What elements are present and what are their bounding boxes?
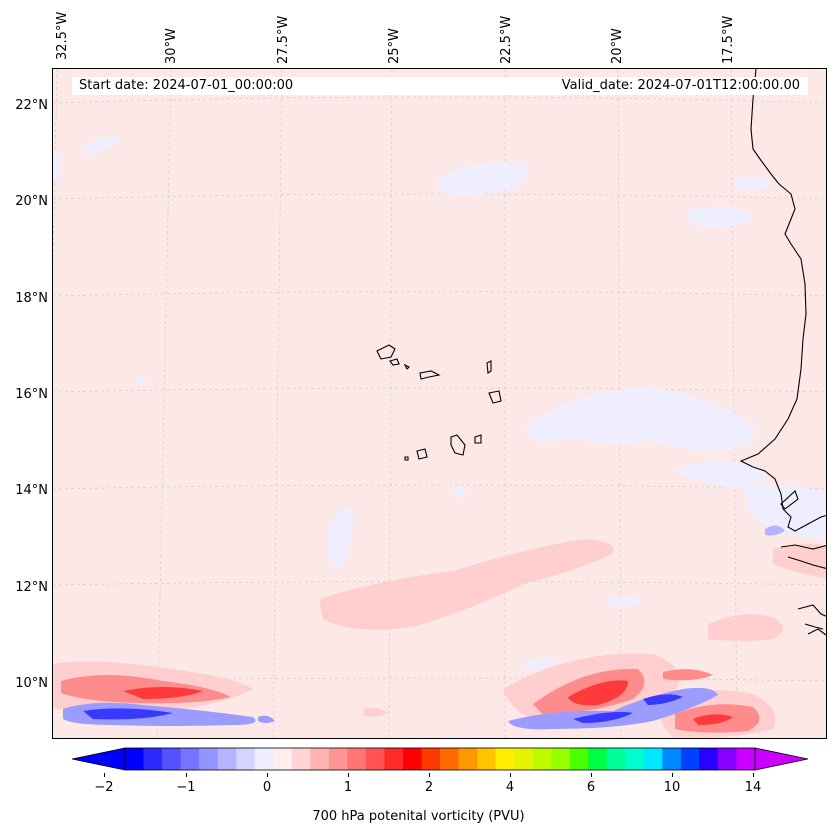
pv-negative-weak (53, 137, 826, 670)
cb-tick-label: 2 (424, 780, 434, 795)
cb-tick-mark (753, 773, 754, 777)
lat-label-14n: 14°N (15, 483, 48, 498)
colorbar-segment (347, 748, 367, 770)
colorbar-segment (421, 748, 441, 770)
colorbar-segment (199, 748, 219, 770)
colorbar-segment (514, 748, 534, 770)
lon-label-25w: 25°W (387, 28, 402, 64)
cb-tick-label: 1 (343, 780, 353, 795)
lon-label-30w: 30°W (164, 28, 179, 64)
pv-negative-core (83, 694, 683, 723)
colorbar-segment (680, 748, 700, 770)
colorbar-segment (588, 748, 608, 770)
pv-positive-strong (123, 680, 733, 725)
colorbar-segment (384, 748, 404, 770)
cb-tick-mark (510, 773, 511, 777)
map-canvas (53, 69, 826, 738)
colorbar-segment (495, 748, 515, 770)
cb-tick-label: 6 (586, 780, 596, 795)
cb-tick-label: 10 (663, 780, 681, 795)
colorbar-segment (402, 748, 422, 770)
colorbar-segment (699, 748, 719, 770)
colorbar-segment (365, 748, 385, 770)
cb-tick-label: 0 (262, 780, 272, 795)
lat-label-22n: 22°N (15, 98, 48, 113)
colorbar-segment (458, 748, 478, 770)
colorbar-segment (217, 748, 237, 770)
colorbar-outline (124, 747, 756, 771)
valid-date: Valid_date: 2024-07-01T12:00:00.00 (561, 78, 800, 93)
colorbar-segment (236, 748, 256, 770)
colorbar-segment (477, 748, 496, 770)
cape-verde-islands (376, 344, 502, 461)
cb-tick-mark (591, 773, 592, 777)
start-date: Start date: 2024-07-01_00:00:00 (79, 78, 294, 93)
lon-label-32-5w: 32.5°W (55, 11, 70, 60)
cb-tick-mark (104, 773, 105, 777)
colorbar-segment (254, 748, 274, 770)
pv-negative-coast (765, 525, 785, 536)
cb-tick-mark (186, 773, 187, 777)
lat-label-18n: 18°N (15, 291, 48, 306)
cb-tick-label: −2 (94, 780, 114, 795)
colorbar (72, 747, 808, 771)
colorbar-segment (736, 748, 756, 770)
lat-label-10n: 10°N (15, 676, 48, 691)
colorbar-segment (310, 748, 330, 770)
colorbar-segment (291, 748, 311, 770)
colorbar-segment (125, 748, 144, 770)
date-info-bar: Start date: 2024-07-01_00:00:00 Valid_da… (72, 77, 808, 95)
colorbar-segment (662, 748, 682, 770)
colorbar-extend-high (754, 747, 808, 771)
colorbar-label: 700 hPa potenital vorticity (PVU) (312, 809, 525, 824)
cb-tick-label: 14 (744, 780, 762, 795)
cb-tick-mark (348, 773, 349, 777)
lon-label-27-5w: 27.5°W (276, 15, 291, 64)
lat-label-20n: 20°N (15, 194, 48, 209)
colorbar-segment (273, 748, 293, 770)
colorbar-segment (532, 748, 552, 770)
cb-tick-label: 4 (505, 780, 515, 795)
cb-tick-mark (429, 773, 430, 777)
colorbar-segment (717, 748, 737, 770)
lat-label-16n: 16°N (15, 387, 48, 402)
cb-tick-mark (672, 773, 673, 777)
colorbar-segment (440, 748, 459, 770)
colorbar-segment (625, 748, 645, 770)
cb-tick-label: −1 (176, 780, 196, 795)
colorbar-segment (143, 748, 163, 770)
coastline (739, 69, 826, 636)
colorbar-segment (328, 748, 348, 770)
colorbar-segment (569, 748, 589, 770)
colorbar-segment (162, 748, 181, 770)
lon-label-22-5w: 22.5°W (499, 15, 514, 64)
colorbar-segment (643, 748, 663, 770)
colorbar-segment (606, 748, 626, 770)
map-panel (52, 68, 827, 739)
lon-label-17-5w: 17.5°W (721, 15, 736, 64)
colorbar-segment (180, 748, 200, 770)
cb-tick-mark (267, 773, 268, 777)
lon-label-20w: 20°W (610, 28, 625, 64)
colorbar-extend-low (72, 747, 126, 771)
lat-label-12n: 12°N (15, 580, 48, 595)
colorbar-segment (551, 748, 571, 770)
